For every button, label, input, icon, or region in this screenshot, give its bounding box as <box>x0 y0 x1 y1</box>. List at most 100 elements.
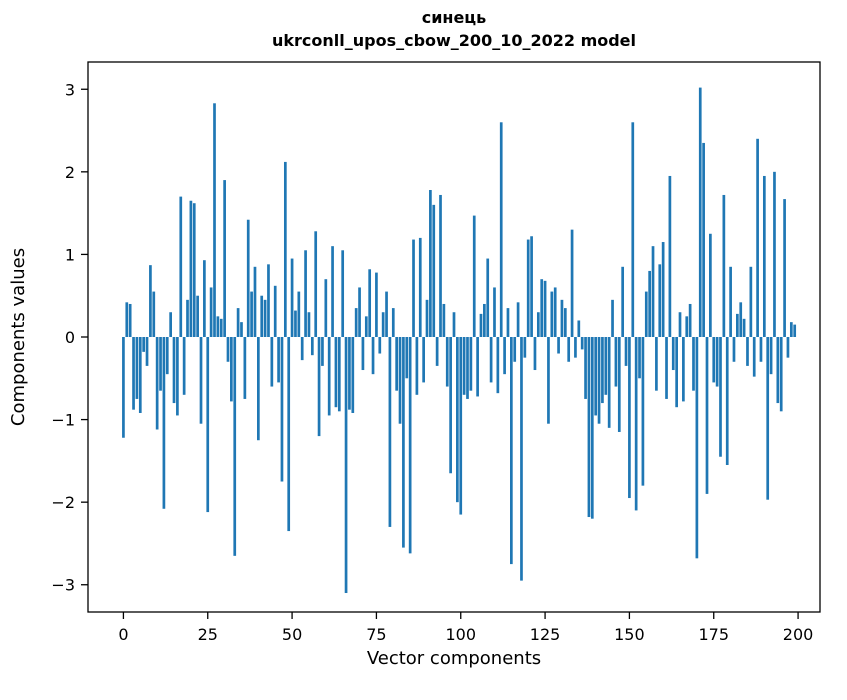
bar <box>769 337 773 375</box>
y-tick-label: −2 <box>51 493 75 512</box>
bar <box>671 337 675 371</box>
bar <box>543 280 547 337</box>
bar <box>361 337 365 371</box>
bar <box>678 312 682 337</box>
bar <box>132 337 135 410</box>
y-axis-ticks: −3 −2 −1 0 1 2 3 <box>51 80 88 595</box>
bar <box>310 337 314 356</box>
bar <box>709 233 712 337</box>
bar <box>354 308 358 337</box>
bar <box>182 337 186 395</box>
bar <box>530 236 533 337</box>
bar <box>628 337 631 499</box>
bar <box>260 295 264 337</box>
bar <box>506 308 510 337</box>
bar <box>489 337 493 383</box>
bar <box>300 337 304 361</box>
bar <box>381 312 385 337</box>
bar <box>439 194 442 337</box>
bar <box>732 337 736 362</box>
bar <box>287 337 291 532</box>
bar <box>142 337 146 352</box>
bar <box>779 337 783 412</box>
chart-title: синець <box>422 8 487 27</box>
x-axis-ticks: 0 25 50 75 100 125 150 175 200 <box>118 612 813 644</box>
bar <box>128 303 132 337</box>
bar <box>233 337 237 556</box>
bar <box>736 313 739 337</box>
y-axis-label: Components values <box>8 248 29 426</box>
bar <box>722 194 726 337</box>
bar <box>267 264 270 337</box>
bar <box>243 337 247 399</box>
bar <box>553 287 557 337</box>
bar <box>540 279 544 337</box>
bar <box>402 337 405 548</box>
bar <box>536 312 540 337</box>
bar <box>219 318 223 337</box>
x-tick-label: 200 <box>783 625 814 644</box>
bar <box>715 337 719 387</box>
bar <box>631 122 635 337</box>
bar <box>341 250 345 337</box>
bar <box>152 291 156 337</box>
x-tick-label: 25 <box>198 625 218 644</box>
bar <box>223 180 226 337</box>
bar <box>611 299 614 337</box>
bar <box>682 337 685 402</box>
bar <box>533 337 537 371</box>
bar <box>476 337 479 397</box>
bar <box>459 337 463 515</box>
bar <box>783 199 786 337</box>
bar <box>567 337 571 362</box>
bar <box>331 246 334 337</box>
bar <box>358 287 361 337</box>
bar <box>199 337 203 424</box>
bar <box>317 337 321 437</box>
bar <box>742 318 746 337</box>
bar <box>692 337 695 391</box>
bar <box>344 337 348 594</box>
bar <box>378 337 382 354</box>
bar <box>668 175 672 337</box>
bar <box>584 337 587 399</box>
bar <box>574 337 577 358</box>
bar <box>766 337 770 500</box>
bar <box>688 303 692 337</box>
y-tick-label: −3 <box>51 576 75 595</box>
bar <box>607 337 611 428</box>
bar <box>263 299 267 337</box>
bar <box>523 337 527 358</box>
bar <box>385 291 388 337</box>
bar <box>122 337 125 438</box>
y-tick-label: 1 <box>65 245 75 264</box>
bar <box>577 320 581 337</box>
bar <box>314 231 318 337</box>
bar <box>493 287 496 337</box>
bar <box>563 308 567 337</box>
x-tick-label: 175 <box>698 625 729 644</box>
bar <box>749 266 753 337</box>
bar <box>516 302 520 337</box>
bar <box>422 337 425 383</box>
bar <box>209 287 213 337</box>
bar <box>290 258 294 337</box>
bar <box>165 337 169 375</box>
bar <box>425 299 429 337</box>
bar <box>449 337 452 474</box>
bar <box>503 337 506 375</box>
bar <box>705 337 709 494</box>
bar <box>412 239 415 337</box>
bar <box>135 337 139 399</box>
bar <box>391 308 395 337</box>
bar <box>725 337 729 465</box>
bar <box>486 258 490 337</box>
plot-frame <box>87 61 821 613</box>
bars-group <box>122 87 797 594</box>
y-tick-label: 3 <box>65 80 75 99</box>
bar <box>216 316 220 337</box>
bar <box>655 337 658 391</box>
bar <box>442 303 446 337</box>
bar <box>395 337 399 391</box>
bar <box>405 337 409 379</box>
